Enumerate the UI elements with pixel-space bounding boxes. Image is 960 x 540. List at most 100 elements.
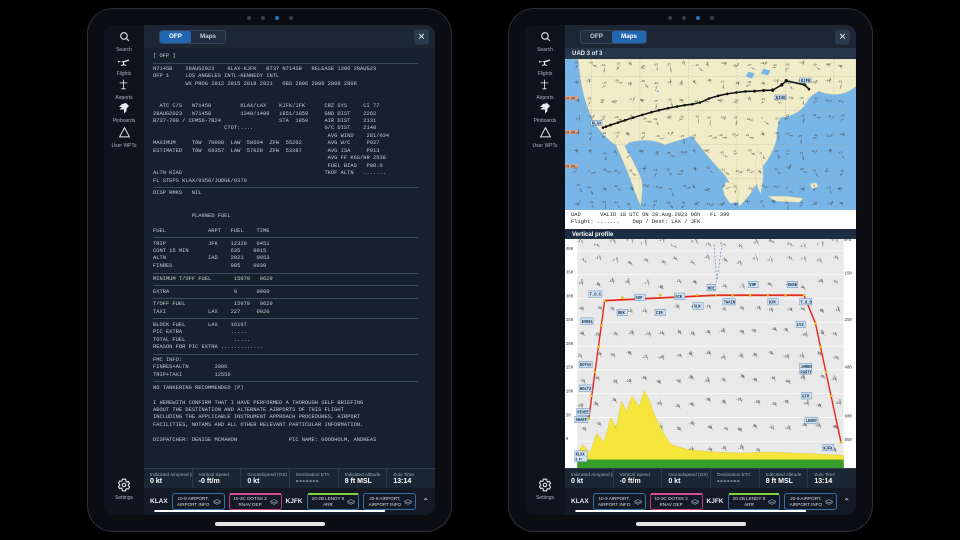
svg-text:-31: -31	[579, 380, 584, 384]
svg-text:-27: -27	[751, 354, 756, 358]
svg-text:-31: -31	[760, 82, 765, 85]
svg-text:-8: -8	[705, 64, 709, 67]
svg-text:-21: -21	[575, 184, 580, 187]
svg-text:-20: -20	[746, 81, 751, 84]
svg-text:-15: -15	[785, 167, 790, 170]
svg-text:-11: -11	[838, 202, 843, 205]
svg-text:1: 1	[705, 243, 707, 247]
svg-text:-9: -9	[832, 280, 836, 284]
svg-text:-27: -27	[675, 354, 680, 358]
svg-text:-14: -14	[652, 169, 657, 172]
svg-text:-43: -43	[769, 426, 774, 430]
svg-text:-24: -24	[785, 132, 790, 135]
svg-text:-41: -41	[602, 152, 607, 155]
svg-text:-19: -19	[750, 329, 755, 333]
svg-text:-32: -32	[784, 202, 789, 205]
svg-text:-12: -12	[675, 280, 680, 284]
svg-text:-25: -25	[799, 168, 804, 171]
svg-text:-27: -27	[816, 352, 821, 356]
svg-text:KJFK: KJFK	[823, 446, 832, 451]
svg-text:-17: -17	[705, 305, 710, 309]
svg-text:-42: -42	[839, 169, 844, 172]
svg-text:-18: -18	[831, 333, 836, 337]
svg-text:-38: -38	[625, 132, 630, 135]
svg-text:600: 600	[845, 413, 853, 420]
svg-text:250: 250	[566, 317, 574, 324]
svg-text:-37: -37	[774, 117, 779, 120]
svg-text:-7: -7	[689, 261, 693, 265]
svg-text:-34: -34	[802, 402, 807, 406]
svg-text:-11: -11	[623, 281, 628, 285]
svg-text:-31: -31	[720, 378, 725, 382]
svg-text:-21: -21	[585, 80, 590, 83]
svg-text:-36: -36	[642, 118, 647, 121]
svg-text:-28: -28	[640, 132, 645, 135]
svg-text:-19: -19	[601, 201, 606, 204]
svg-text:-25: -25	[587, 115, 592, 118]
svg-text:DHAE: DHAE	[788, 283, 797, 288]
svg-text:-35: -35	[674, 405, 679, 409]
svg-text:200: 200	[566, 341, 574, 348]
svg-text:-25: -25	[679, 135, 684, 138]
svg-text:-2: -2	[658, 239, 662, 243]
svg-text:-24: -24	[627, 117, 632, 120]
svg-text:-16: -16	[654, 185, 659, 188]
svg-text:-36: -36	[827, 149, 832, 152]
svg-text:-41: -41	[784, 64, 789, 67]
svg-text:DEK: DEK	[618, 311, 625, 316]
svg-text:-10: -10	[658, 285, 663, 289]
svg-text:-33: -33	[675, 379, 680, 383]
svg-text:-12: -12	[773, 99, 778, 102]
svg-text:-15: -15	[653, 63, 658, 66]
svg-text:-27: -27	[641, 356, 646, 360]
svg-text:-6: -6	[628, 98, 632, 101]
svg-text:150: 150	[566, 364, 574, 371]
svg-text:-24: -24	[798, 355, 803, 359]
svg-text:-18: -18	[658, 332, 663, 336]
svg-text:-2: -2	[577, 240, 581, 244]
svg-text:-13: -13	[826, 63, 831, 66]
svg-text:-19: -19	[787, 97, 792, 100]
svg-text:-9: -9	[692, 80, 696, 83]
svg-text:-20: -20	[613, 116, 618, 119]
svg-text:-33: -33	[830, 378, 835, 382]
svg-text:-18: -18	[812, 64, 817, 67]
svg-text:-9: -9	[654, 152, 658, 155]
svg-text:-7: -7	[738, 286, 742, 290]
svg-text:100: 100	[566, 388, 574, 395]
svg-text:-30: -30	[704, 380, 709, 384]
svg-text:-7: -7	[587, 170, 591, 173]
svg-text:-34: -34	[747, 188, 752, 191]
svg-text:-19: -19	[799, 62, 804, 65]
svg-text:-34: -34	[815, 404, 820, 408]
svg-text:-24: -24	[626, 351, 631, 355]
svg-text:-38: -38	[732, 116, 737, 119]
svg-text:-6: -6	[812, 184, 816, 187]
svg-text:-19: -19	[774, 132, 779, 135]
svg-text:-18: -18	[719, 330, 724, 334]
svg-text:-22: -22	[644, 333, 649, 337]
svg-text:-2: -2	[752, 241, 756, 245]
svg-text:-20: -20	[665, 168, 670, 171]
svg-text:-13: -13	[767, 309, 772, 313]
svg-text:-19: -19	[628, 187, 633, 190]
svg-text:-11: -11	[694, 64, 699, 67]
svg-text:T_O_C: T_O_C	[590, 292, 602, 297]
svg-text:-3: -3	[832, 256, 836, 260]
svg-text:-24: -24	[609, 353, 614, 357]
svg-text:-43: -43	[731, 133, 736, 136]
svg-text:-35: -35	[694, 115, 699, 118]
svg-text:-41: -41	[784, 427, 789, 431]
svg-text:-17: -17	[755, 307, 760, 311]
svg-text:50: 50	[566, 412, 571, 419]
svg-text:2: 2	[769, 239, 771, 243]
svg-text:LVZ: LVZ	[797, 323, 804, 328]
svg-text:-12: -12	[601, 116, 606, 119]
svg-text:-18: -18	[588, 201, 593, 204]
svg-text:-20: -20	[689, 332, 694, 336]
svg-text:-26: -26	[626, 82, 631, 85]
svg-text:-44: -44	[640, 167, 645, 170]
svg-text:-29: -29	[652, 118, 657, 121]
svg-text:-26: -26	[783, 355, 788, 359]
svg-text:-24: -24	[694, 202, 699, 205]
